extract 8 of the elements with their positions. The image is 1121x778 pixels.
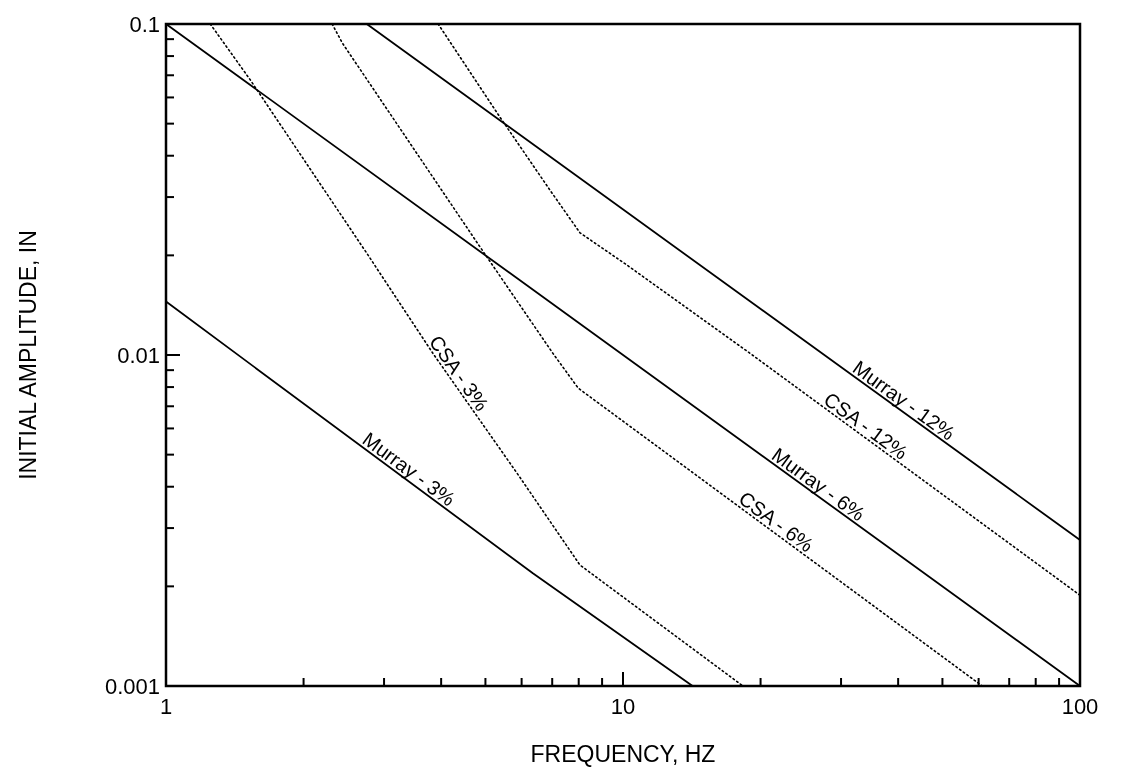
x-tick-label: 10 — [610, 694, 636, 719]
y-tick-label: 0.01 — [117, 342, 160, 368]
x-tick-label: 100 — [1061, 694, 1099, 719]
y-tick-label: 0.1 — [129, 11, 160, 37]
y-axis-title: INITIAL AMPLITUDE, IN — [15, 230, 41, 480]
y-tick-label: 0.001 — [104, 673, 160, 699]
x-tick-label: 1 — [159, 694, 173, 719]
x-axis-title: FREQUENCY, HZ — [530, 741, 716, 767]
